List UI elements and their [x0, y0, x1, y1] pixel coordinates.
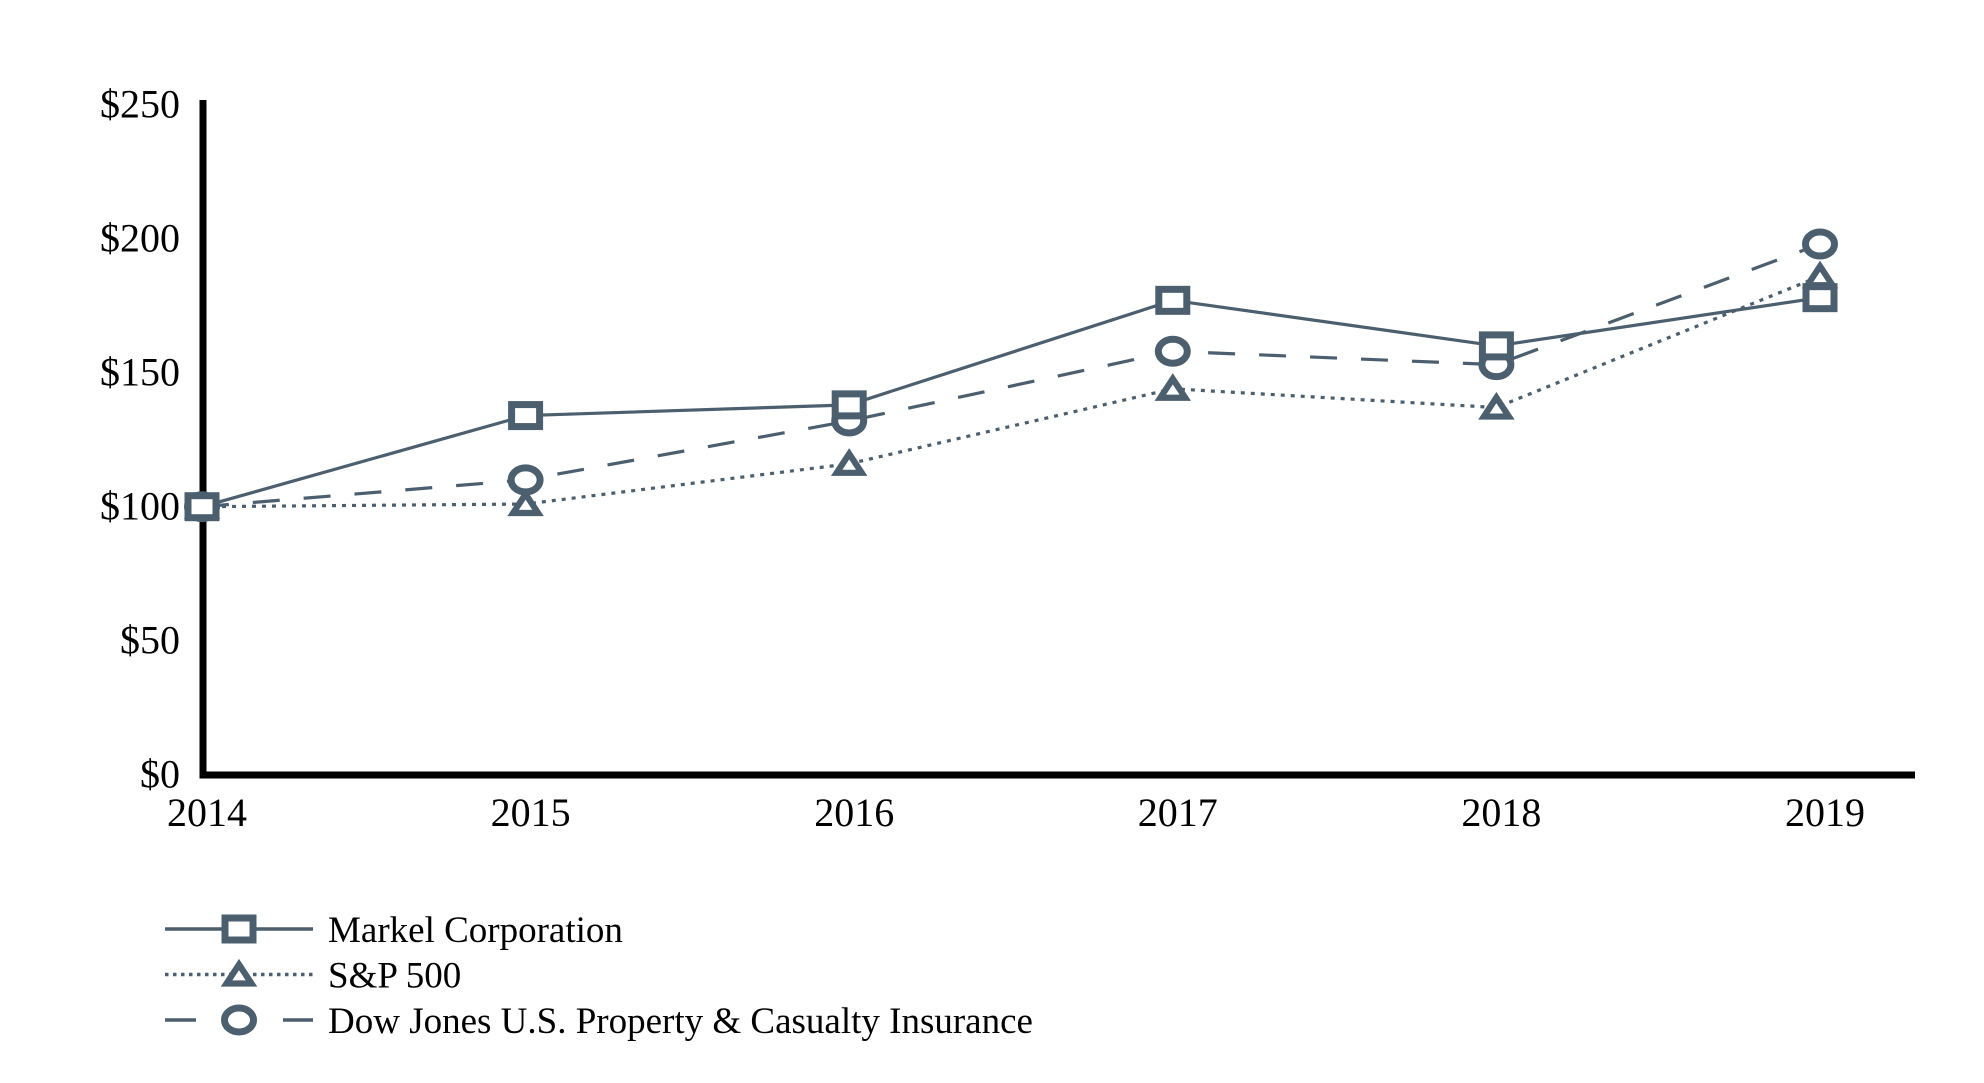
- legend-triangle-marker: [220, 958, 258, 987]
- y-tick-label: $150: [100, 350, 180, 395]
- series-line-dotted: [201, 274, 1821, 509]
- y-tick-label: $50: [120, 618, 180, 663]
- x-tick-label: 2016: [814, 790, 894, 835]
- series-lines-layer: [201, 242, 1821, 509]
- data-point-triangle-marker: [1478, 391, 1515, 420]
- legend-row: Markel Corporation: [165, 910, 623, 951]
- data-point-square-marker: [1155, 285, 1191, 315]
- data-point-triangle-marker: [1801, 260, 1839, 289]
- legend-label: Markel Corporation: [328, 910, 623, 951]
- series-line-solid: [201, 296, 1821, 509]
- x-tick-label: 2018: [1461, 790, 1541, 835]
- data-point-circle-marker: [1154, 335, 1191, 367]
- data-point-circle-marker: [1802, 228, 1838, 260]
- x-tick-label: 2017: [1138, 790, 1218, 835]
- data-point-triangle-marker: [830, 448, 868, 476]
- legend-label: S&P 500: [328, 956, 461, 997]
- data-point-triangle-marker: [507, 488, 544, 517]
- x-axis-tick-labels: 2014 2015 2016 2017 2018 2019: [167, 790, 1865, 835]
- y-tick-label: $200: [100, 216, 180, 261]
- legend-circle-marker: [221, 1004, 257, 1036]
- series-markers-layer: [183, 228, 1839, 523]
- legend-square-marker: [221, 914, 257, 944]
- y-tick-label: $100: [100, 484, 180, 529]
- y-tick-label: $250: [100, 82, 180, 127]
- data-point-square-marker: [1478, 331, 1514, 361]
- data-point-circle-marker: [507, 464, 544, 496]
- x-tick-label: 2015: [491, 790, 571, 835]
- legend-label: Dow Jones U.S. Property & Casualty Insur…: [328, 1001, 1033, 1042]
- y-tick-label: $0: [140, 752, 180, 797]
- series-line-dashed: [201, 242, 1821, 509]
- data-point-square-marker: [184, 492, 220, 522]
- data-point-triangle-marker: [1154, 373, 1192, 401]
- x-tick-label: 2019: [1785, 790, 1865, 835]
- data-point-square-marker: [1802, 283, 1838, 313]
- data-point-square-marker: [831, 390, 867, 420]
- x-tick-label: 2014: [167, 790, 247, 835]
- legend-row: S&P 500: [165, 956, 461, 997]
- legend-row: Dow Jones U.S. Property & Casualty Insur…: [165, 1001, 1033, 1042]
- y-axis-tick-labels: $0 $50 $100 $150 $200 $250: [100, 82, 180, 797]
- data-point-square-marker: [508, 401, 544, 431]
